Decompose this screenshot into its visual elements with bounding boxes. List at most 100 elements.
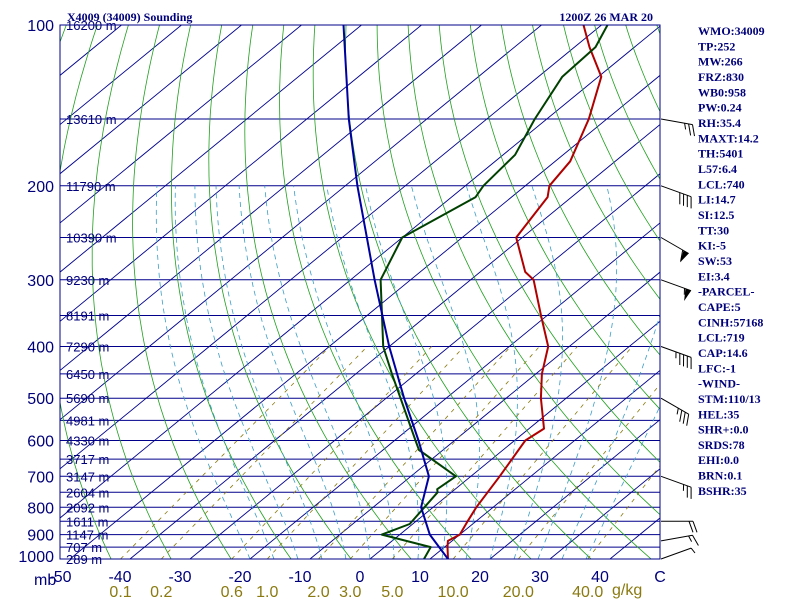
- barb-pennant: [684, 288, 692, 301]
- temperature-label: 40: [591, 569, 609, 586]
- index-item: PW:0.24: [698, 101, 742, 115]
- index-item: MAXT:14.2: [698, 131, 759, 145]
- index-item: SW:53: [698, 254, 732, 268]
- mixing-ratio-line: [349, 346, 540, 559]
- moist-adiabat: [561, 313, 660, 559]
- pressure-label-300: 300: [27, 273, 54, 290]
- index-item: MW:266: [698, 55, 743, 69]
- dry-adiabat: [501, 25, 660, 356]
- height-label: 707 m: [66, 540, 102, 555]
- pressure-label-800: 800: [27, 500, 54, 517]
- chart-title: X4009 (34009) Sounding: [67, 10, 192, 24]
- dry-adiabat: [208, 25, 352, 559]
- mixing-ratio-line: [266, 346, 465, 559]
- dry-adiabat: [407, 25, 660, 516]
- height-label: 5690 m: [66, 391, 109, 406]
- barb-staff: [660, 547, 692, 560]
- moist-adiabat: [365, 185, 448, 559]
- mixing-ratio-label: 0.1: [109, 584, 131, 600]
- barb-flag: [692, 535, 699, 546]
- height-label: 3147 m: [66, 469, 109, 484]
- temperature-label: 0: [356, 569, 365, 586]
- wind-barb: [660, 397, 690, 426]
- dry-adiabat: [244, 25, 412, 559]
- barb-staff: [660, 346, 692, 358]
- moist-adiabat: [513, 185, 564, 559]
- index-item: EHI:0.0: [698, 453, 739, 467]
- moist-adiabat: [465, 185, 518, 559]
- index-item: TH:5401: [698, 147, 743, 161]
- barb-staff: [660, 118, 693, 126]
- mixing-ratio-line: [160, 346, 368, 559]
- barb-flag: [686, 414, 690, 426]
- wind-barb: [660, 534, 699, 546]
- isotherm--30: [189, 173, 660, 559]
- barb-half-flag: [676, 408, 679, 415]
- barb-flag: [679, 410, 683, 422]
- plot-frame: [59, 24, 661, 560]
- isotherm--100: [60, 25, 422, 322]
- isotherm--20: [249, 222, 660, 559]
- height-label: 8191 m: [66, 309, 109, 324]
- mixing-ratio-label: 5.0: [381, 584, 403, 600]
- barb-flag: [688, 521, 694, 533]
- mixing-ratio-line: [452, 346, 633, 559]
- isotherm-20: [489, 419, 660, 559]
- wind-barb: [660, 346, 692, 370]
- temperature-label: -10: [288, 569, 311, 586]
- mixing-ratio-label: 40.0: [572, 584, 603, 600]
- dry-adiabat: [438, 25, 660, 463]
- parcel-line: [342, 25, 449, 559]
- barb-half-flag: [684, 123, 687, 130]
- pressure-label-900: 900: [27, 528, 54, 545]
- wind-barb: [660, 279, 692, 301]
- mixing-ratio-label: 10.0: [438, 584, 469, 600]
- barb-half-flag: [690, 547, 696, 554]
- index-item: BRN:0.1: [698, 469, 742, 483]
- index-item: FRZ:830: [698, 70, 744, 84]
- barb-flag: [692, 124, 695, 137]
- temperature-unit-label: C: [654, 569, 666, 586]
- dry-adiabat: [91, 25, 172, 559]
- moist-adiabat: [537, 185, 618, 559]
- barb-flag: [688, 123, 692, 136]
- moist-adiabat: [155, 185, 251, 559]
- index-item: CAPE:5: [698, 300, 741, 314]
- height-label: 16200 m: [66, 18, 117, 33]
- pressure-label-100: 100: [27, 18, 54, 35]
- pressure-unit-label: mb: [34, 572, 56, 589]
- index-item: L57:6.4: [698, 162, 737, 176]
- height-label: 6450 m: [66, 367, 109, 382]
- dry-adiabat: [750, 25, 800, 559]
- isotherm-10: [429, 369, 660, 559]
- isotherm--120: [60, 25, 302, 224]
- moist-adiabat: [194, 185, 299, 559]
- dry-adiabat: [279, 25, 472, 559]
- isotherm--110: [60, 25, 362, 273]
- mixing-ratio-label: 1.0: [256, 584, 278, 600]
- barb-flag: [680, 249, 684, 262]
- index-item: KI:-5: [698, 239, 726, 253]
- mixing-ratio-label: 0.6: [221, 584, 243, 600]
- height-label: 9230 m: [66, 273, 109, 288]
- index-item: SRDS:78: [698, 438, 745, 452]
- barb-staff: [660, 397, 689, 415]
- temperature-label: 30: [531, 569, 549, 586]
- pressure-label-200: 200: [27, 179, 54, 196]
- index-item: TP:252: [698, 39, 735, 53]
- index-item: BSHR:35: [698, 484, 747, 498]
- moist-adiabat: [585, 405, 660, 559]
- dry-adiabat: [132, 25, 232, 559]
- pressure-label-700: 700: [27, 469, 54, 486]
- barb-half-flag: [688, 535, 693, 542]
- index-item: -WIND-: [698, 377, 740, 391]
- mixing-ratio-line: [231, 346, 432, 559]
- height-label: 13610 m: [66, 112, 117, 127]
- index-item: LCL:740: [698, 177, 745, 191]
- mixing-ratio-line: [392, 346, 578, 559]
- isotherm--80: [60, 25, 542, 421]
- dry-adiabat: [781, 25, 800, 559]
